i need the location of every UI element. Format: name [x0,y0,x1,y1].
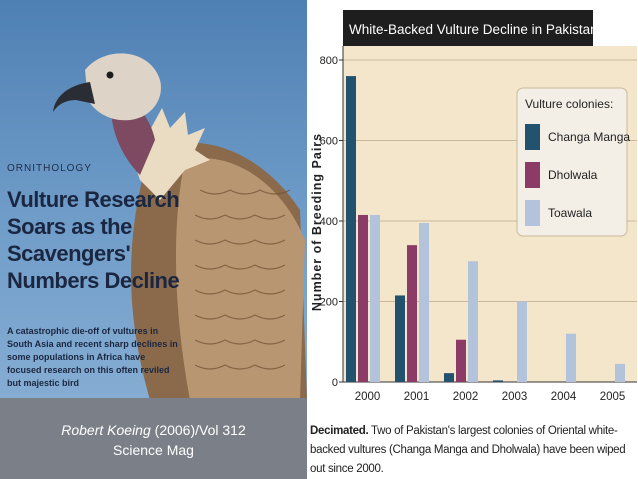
vulture-head [85,53,161,121]
vulture-image [53,53,307,400]
section-kicker: ORNITHOLOGY [7,163,92,174]
bar-toawala [517,301,527,382]
chart-title: White-Backed Vulture Decline in Pakistan [349,22,598,37]
bar-toawala [468,261,478,382]
article-headline: Vulture Research Soars as the Scavengers… [7,186,180,294]
vulture-beak [53,82,95,112]
legend-swatch [525,200,540,226]
citation-detail: (2006)/Vol 312 [150,422,246,438]
x-tick-labels: 2000 2001 2002 2003 2004 2005 [355,391,626,403]
legend-swatch [525,124,540,150]
chart-caption: Decimated. Two of Pakistan's largest col… [310,422,636,479]
chart-title-bar [343,10,593,46]
caption-text: Two of Pakistan's largest colonies of Or… [310,425,626,475]
citation-line: Robert Koeing (2006)/Vol 312 [0,420,307,440]
x-tick-label: 2002 [453,391,479,403]
bar-changa-manga [493,380,503,382]
chart-legend: Vulture colonies: Changa Manga Dholwala To… [516,87,630,237]
bars [346,76,625,382]
y-tick-label: 600 [320,136,338,148]
legend-label: Dholwala [548,168,598,182]
bar-toawala [615,363,625,382]
y-tick-labels: 0 200 400 600 800 [320,55,343,389]
article-deck: A catastrophic die-off of vultures in So… [7,326,178,388]
magazine-panel: ORNITHOLOGY Vulture Research Soars as th… [0,0,307,479]
y-axis-label: Number of Breeding Pairs [310,133,324,311]
x-tick-label: 2000 [355,391,381,403]
bar-dholwala [407,245,417,382]
headline-line: Numbers Decline [7,268,180,293]
bar-chart: White-Backed Vulture Decline in Pakistan… [310,10,637,403]
citation-box: Robert Koeing (2006)/Vol 312 Science Mag [0,398,307,479]
chart-panel: White-Backed Vulture Decline in Pakistan… [307,0,638,479]
bar-dholwala [456,339,466,382]
bar-changa-manga [395,295,405,382]
y-tick-label: 400 [320,216,338,228]
caption-lead: Decimated. [310,425,369,437]
bar-changa-manga [444,373,454,382]
x-tick-label: 2003 [502,391,528,403]
bar-toawala [370,214,380,382]
bar-changa-manga [346,76,356,382]
headline-line: Soars as the [7,214,132,239]
x-tick-label: 2001 [404,391,430,403]
citation-author: Robert Koeing [61,422,151,438]
bar-toawala [419,223,429,382]
bar-dholwala [358,214,368,382]
legend-label: Changa Manga [548,130,630,144]
y-tick-label: 800 [320,55,338,67]
citation-source: Science Mag [113,442,194,458]
legend-swatch [525,162,540,188]
y-tick-label: 200 [320,297,338,309]
bar-toawala [566,333,576,382]
legend-label: Toawala [548,206,592,220]
headline-line: Scavengers' [7,241,131,266]
vulture-eye [106,71,114,79]
legend-box [516,87,628,237]
headline-line: Vulture Research [7,187,180,212]
x-tick-label: 2005 [600,391,626,403]
legend-title: Vulture colonies: [525,97,613,111]
x-tick-label: 2004 [551,391,577,403]
y-tick-label: 0 [332,377,338,389]
